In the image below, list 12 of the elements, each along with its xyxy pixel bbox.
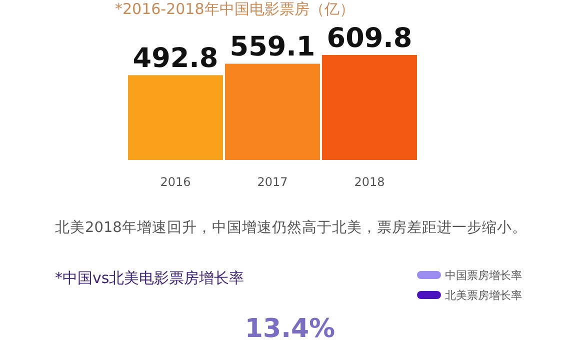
data-label: 609.8 (326, 23, 412, 54)
data-label: 492.8 (132, 43, 218, 74)
text: 北美2018年增速回升，中国增速仍然高于北美，票房差距进一步缩小。 (55, 219, 527, 236)
legend-label: 中国票房增长率 (445, 269, 522, 282)
text: *中国vs北美电影票房增长率 (55, 269, 244, 287)
chart-title: *2016-2018年中国电影票房（亿） (115, 0, 354, 18)
text: 13.4% (244, 314, 336, 340)
x-tick-label: 2016 (160, 175, 191, 189)
data-label: 559.1 (230, 32, 316, 63)
x-tick-label: 2017 (257, 175, 288, 189)
x-tick-label: 2018 (354, 175, 385, 189)
legend-label: 北美票房增长率 (445, 289, 522, 302)
